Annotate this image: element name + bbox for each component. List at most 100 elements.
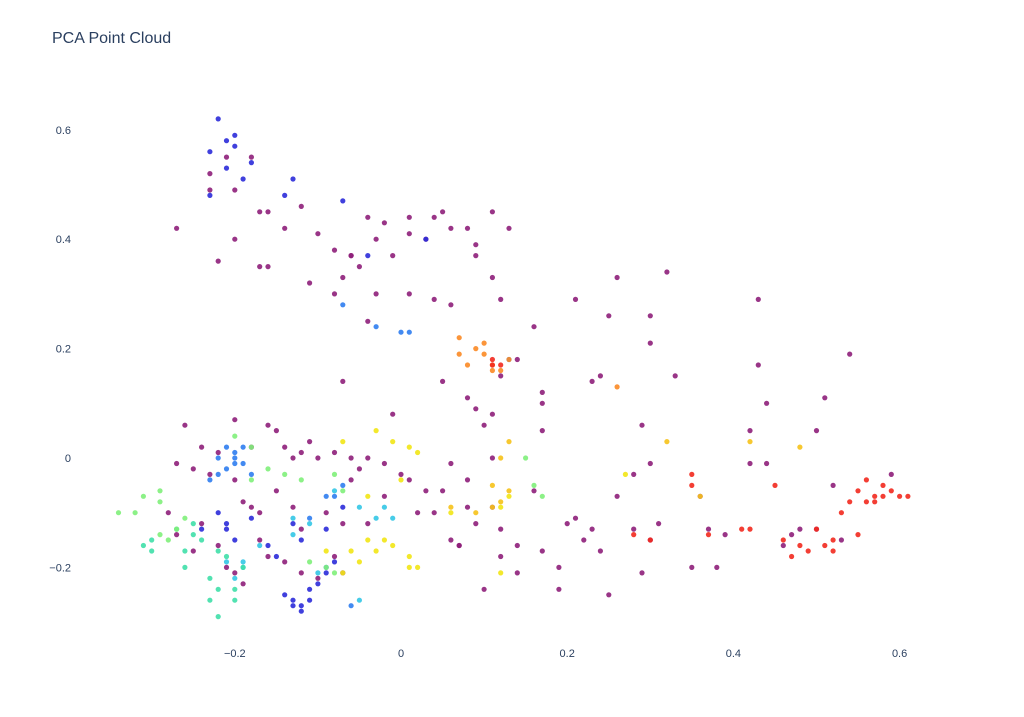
data-point[interactable] bbox=[323, 570, 329, 576]
data-point[interactable] bbox=[498, 570, 504, 576]
data-point[interactable] bbox=[331, 493, 338, 499]
data-point[interactable] bbox=[406, 291, 412, 297]
data-point[interactable] bbox=[498, 362, 504, 368]
data-point[interactable] bbox=[365, 253, 371, 259]
data-point[interactable] bbox=[348, 455, 354, 461]
data-point[interactable] bbox=[672, 373, 678, 379]
data-point[interactable] bbox=[431, 510, 437, 516]
data-point[interactable] bbox=[290, 504, 296, 510]
data-point[interactable] bbox=[489, 209, 495, 215]
data-point[interactable] bbox=[589, 526, 595, 532]
data-point[interactable] bbox=[223, 521, 230, 527]
data-point[interactable] bbox=[265, 466, 271, 472]
data-point[interactable] bbox=[473, 510, 479, 516]
data-point[interactable] bbox=[656, 521, 662, 527]
data-point[interactable] bbox=[115, 510, 122, 516]
data-point[interactable] bbox=[398, 477, 404, 483]
data-point[interactable] bbox=[282, 225, 288, 231]
data-point[interactable] bbox=[481, 422, 487, 428]
data-point[interactable] bbox=[589, 378, 595, 384]
data-point[interactable] bbox=[290, 176, 296, 182]
data-point[interactable] bbox=[282, 592, 288, 598]
data-point[interactable] bbox=[390, 515, 396, 521]
data-point[interactable] bbox=[631, 526, 637, 532]
data-point[interactable] bbox=[423, 236, 429, 242]
data-point[interactable] bbox=[431, 296, 437, 302]
data-point[interactable] bbox=[232, 143, 238, 149]
data-point[interactable] bbox=[273, 553, 279, 560]
data-point[interactable] bbox=[190, 532, 196, 538]
data-point[interactable] bbox=[872, 493, 878, 499]
data-point[interactable] bbox=[240, 460, 246, 467]
data-point[interactable] bbox=[498, 367, 504, 374]
data-point[interactable] bbox=[481, 340, 487, 346]
data-point[interactable] bbox=[406, 444, 412, 450]
data-point[interactable] bbox=[340, 274, 346, 281]
data-point[interactable] bbox=[340, 302, 346, 308]
data-point[interactable] bbox=[323, 548, 329, 554]
data-point[interactable] bbox=[498, 526, 504, 532]
data-point[interactable] bbox=[215, 542, 221, 549]
data-point[interactable] bbox=[323, 493, 329, 499]
data-point[interactable] bbox=[365, 521, 371, 527]
data-point[interactable] bbox=[498, 455, 504, 461]
data-point[interactable] bbox=[298, 449, 304, 456]
data-point[interactable] bbox=[498, 373, 504, 379]
data-point[interactable] bbox=[381, 220, 387, 226]
data-point[interactable] bbox=[240, 559, 246, 565]
data-point[interactable] bbox=[789, 553, 795, 560]
data-point[interactable] bbox=[215, 449, 221, 456]
data-point[interactable] bbox=[257, 510, 263, 516]
data-point[interactable] bbox=[340, 378, 346, 384]
data-point[interactable] bbox=[165, 537, 171, 543]
data-point[interactable] bbox=[473, 521, 479, 527]
data-point[interactable] bbox=[506, 488, 512, 494]
data-point[interactable] bbox=[223, 444, 230, 450]
data-point[interactable] bbox=[182, 422, 188, 428]
data-point[interactable] bbox=[282, 444, 288, 450]
data-point[interactable] bbox=[240, 499, 246, 505]
data-point[interactable] bbox=[157, 488, 163, 494]
data-point[interactable] bbox=[331, 553, 338, 560]
data-point[interactable] bbox=[365, 318, 371, 324]
data-point[interactable] bbox=[415, 564, 421, 571]
data-point[interactable] bbox=[406, 231, 412, 237]
data-point[interactable] bbox=[897, 493, 903, 499]
data-point[interactable] bbox=[448, 302, 454, 308]
data-point[interactable] bbox=[506, 493, 512, 499]
data-point[interactable] bbox=[481, 586, 487, 592]
data-point[interactable] bbox=[448, 460, 454, 467]
data-point[interactable] bbox=[298, 477, 304, 483]
data-point[interactable] bbox=[456, 335, 462, 341]
data-point[interactable] bbox=[381, 493, 387, 499]
data-point[interactable] bbox=[223, 553, 230, 560]
data-point[interactable] bbox=[215, 116, 221, 122]
data-point[interactable] bbox=[232, 433, 238, 439]
data-point[interactable] bbox=[747, 460, 753, 467]
data-point[interactable] bbox=[689, 482, 695, 488]
data-point[interactable] bbox=[464, 362, 471, 368]
data-point[interactable] bbox=[199, 444, 205, 450]
data-point[interactable] bbox=[664, 269, 670, 275]
data-point[interactable] bbox=[307, 586, 313, 592]
data-point[interactable] bbox=[797, 526, 803, 532]
data-point[interactable] bbox=[149, 537, 155, 543]
data-point[interactable] bbox=[232, 570, 238, 576]
data-point[interactable] bbox=[182, 548, 188, 554]
data-point[interactable] bbox=[631, 532, 637, 538]
data-point[interactable] bbox=[697, 493, 703, 499]
data-point[interactable] bbox=[149, 548, 155, 554]
data-point[interactable] bbox=[373, 548, 379, 554]
data-point[interactable] bbox=[838, 510, 845, 516]
data-point[interactable] bbox=[207, 187, 213, 193]
data-point[interactable] bbox=[473, 406, 479, 412]
data-point[interactable] bbox=[639, 570, 645, 576]
data-point[interactable] bbox=[215, 614, 221, 620]
data-point[interactable] bbox=[689, 564, 695, 571]
data-point[interactable] bbox=[298, 570, 304, 576]
data-point[interactable] bbox=[448, 510, 454, 516]
data-point[interactable] bbox=[248, 471, 254, 477]
data-point[interactable] bbox=[190, 521, 196, 527]
data-point[interactable] bbox=[207, 471, 213, 477]
data-point[interactable] bbox=[132, 510, 138, 516]
